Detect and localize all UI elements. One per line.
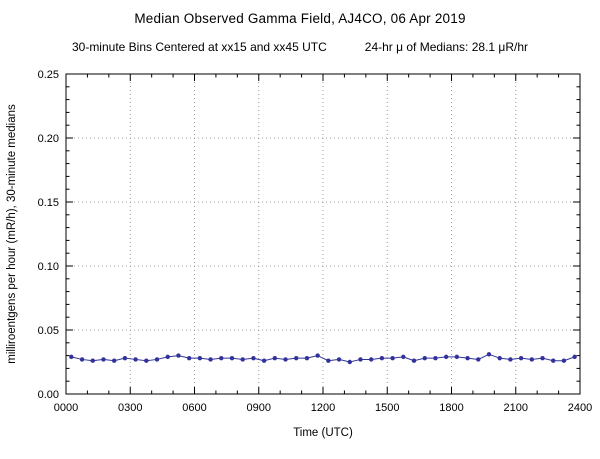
svg-text:1500: 1500	[375, 402, 399, 414]
subtitle-mean-of-medians: 24-hr μ of Medians: 28.1 μR/hr	[364, 40, 529, 54]
svg-text:0.20: 0.20	[38, 133, 59, 145]
subtitle-bins-note: 30-minute Bins Centered at xx15 and xx45…	[71, 40, 327, 54]
svg-text:2100: 2100	[504, 402, 528, 414]
chart-title: Median Observed Gamma Field, AJ4CO, 06 A…	[134, 11, 466, 26]
x-axis-label: Time (UTC)	[293, 427, 353, 439]
svg-text:0600: 0600	[182, 402, 206, 414]
svg-text:1800: 1800	[439, 402, 463, 414]
svg-text:0.25: 0.25	[38, 69, 59, 81]
svg-text:0900: 0900	[247, 402, 271, 414]
svg-text:0.10: 0.10	[38, 261, 59, 273]
svg-text:0000: 0000	[54, 402, 78, 414]
svg-text:0.15: 0.15	[38, 197, 59, 209]
svg-text:0.05: 0.05	[38, 325, 59, 337]
y-axis-label: milliroentgens per hour (mR/h), 30-minut…	[6, 104, 18, 364]
svg-text:0.00: 0.00	[38, 389, 59, 401]
data-series-median-gamma	[69, 352, 577, 365]
gamma-field-plot: 0000 0300 0600 0900 1200 1500 1800 2100 2400 0.00…	[6, 69, 593, 439]
svg-text:0300: 0300	[118, 402, 142, 414]
svg-text:2400: 2400	[568, 402, 592, 414]
grid-lines	[66, 74, 580, 394]
chart-subtitle: 30-minute Bins Centered at xx15 and xx45…	[0, 40, 600, 54]
tick-labels: 0000 0300 0600 0900 1200 1500 1800 2100 2400 0.00…	[38, 69, 593, 414]
plot-frame	[65, 73, 581, 395]
svg-text:1200: 1200	[311, 402, 335, 414]
